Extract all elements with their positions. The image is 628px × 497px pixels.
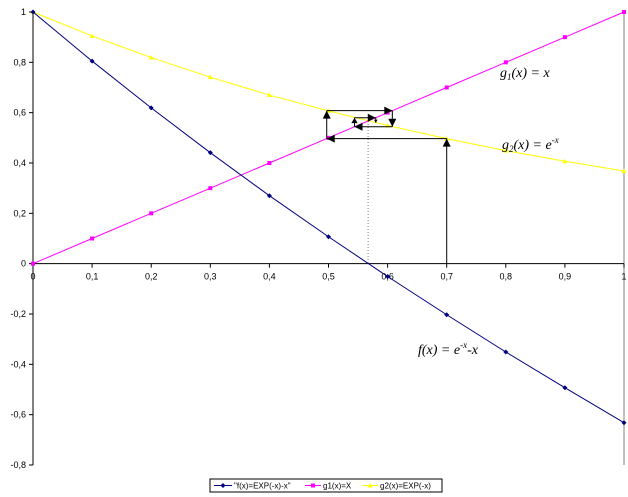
data-point bbox=[621, 420, 627, 426]
data-point bbox=[30, 9, 36, 15]
data-point bbox=[622, 10, 626, 14]
annotation-f: f(x) = e-x-x bbox=[418, 340, 479, 358]
data-point bbox=[562, 158, 568, 164]
step-arrowhead bbox=[367, 113, 376, 122]
y-tick-label: 0,6 bbox=[13, 108, 26, 118]
legend-label-g1: g1(x)=X bbox=[323, 482, 352, 491]
data-point bbox=[266, 193, 272, 199]
data-point bbox=[207, 150, 213, 156]
step-arrowhead bbox=[384, 106, 393, 115]
step-arrowhead bbox=[322, 110, 331, 119]
data-point bbox=[621, 168, 627, 174]
iteration-step bbox=[354, 113, 376, 122]
x-tick-label: 0,8 bbox=[500, 272, 513, 282]
iteration-step bbox=[322, 110, 331, 139]
data-point bbox=[89, 58, 95, 64]
annotation-g2: g2(x) = e-x bbox=[502, 135, 559, 154]
x-tick-label: 0,2 bbox=[145, 272, 158, 282]
legend-item-g1: g1(x)=X bbox=[305, 482, 352, 491]
data-point bbox=[444, 312, 450, 318]
x-tick-label: 0,5 bbox=[322, 272, 335, 282]
data-point bbox=[562, 385, 568, 391]
y-tick-label: 1 bbox=[21, 7, 26, 17]
step-arrowhead bbox=[326, 134, 335, 143]
data-point bbox=[562, 35, 567, 40]
series-0 bbox=[30, 9, 627, 426]
y-tick-label: 0 bbox=[21, 259, 26, 269]
data-point bbox=[89, 33, 95, 38]
axes: 1 0,8 0,6 0,4 0,2 0 -0,2 -0,4 -0,6 -0,8 0 0,1 0,2 0,3… bbox=[10, 7, 626, 470]
legend-label-g2: g2(x)=EXP(-x) bbox=[380, 482, 431, 491]
iteration-step bbox=[326, 134, 447, 143]
data-point bbox=[385, 274, 391, 280]
iteration-step bbox=[354, 122, 393, 131]
legend-item-g2: g2(x)=EXP(-x) bbox=[362, 482, 431, 491]
step-arrowhead bbox=[388, 118, 397, 127]
iteration-step bbox=[326, 106, 393, 115]
legend-box bbox=[209, 478, 443, 493]
iteration-step bbox=[374, 117, 378, 123]
legend-item-f: "f(x)=EXP(-x)-x" bbox=[214, 482, 291, 491]
y-tick-label: -0,2 bbox=[10, 309, 26, 319]
data-point bbox=[31, 261, 35, 266]
y-tick-label: 0,4 bbox=[13, 158, 26, 168]
legend-marker-g1 bbox=[311, 483, 315, 488]
data-point bbox=[208, 186, 213, 191]
y-tick-label: -0,4 bbox=[10, 359, 26, 369]
y-tick-label: 0,2 bbox=[13, 208, 26, 218]
data-point bbox=[207, 74, 213, 80]
data-point bbox=[326, 234, 331, 240]
data-point bbox=[503, 349, 509, 355]
iteration-path bbox=[322, 106, 451, 264]
y-tick-label: -0,6 bbox=[10, 410, 26, 420]
data-point bbox=[267, 161, 272, 165]
x-tick-label: 0,9 bbox=[559, 272, 572, 282]
iteration-step bbox=[388, 110, 397, 127]
step-arrowhead bbox=[374, 119, 378, 123]
data-point bbox=[503, 148, 509, 153]
y-tick-label: 0,8 bbox=[13, 57, 26, 67]
iteration-step bbox=[351, 117, 358, 127]
step-arrowhead bbox=[351, 117, 358, 124]
y-tick-label: -0,8 bbox=[10, 460, 26, 470]
data-point bbox=[90, 236, 95, 241]
legend: "f(x)=EXP(-x)-x" g1(x)=X g2(x)=EXP(-x) bbox=[209, 478, 443, 493]
data-point bbox=[266, 92, 272, 98]
legend-marker-f bbox=[220, 483, 226, 488]
x-tick-label: 0,7 bbox=[440, 272, 453, 282]
legend-label-f: "f(x)=EXP(-x)-x" bbox=[234, 482, 291, 491]
data-point bbox=[444, 85, 449, 90]
x-tick-label: 0,3 bbox=[204, 272, 217, 282]
step-arrowhead bbox=[354, 122, 363, 131]
data-point bbox=[148, 55, 154, 60]
data-point bbox=[149, 211, 154, 216]
iteration-step bbox=[442, 138, 451, 264]
data-point bbox=[148, 105, 154, 111]
x-tick-label: 1 bbox=[621, 272, 626, 282]
x-tick-label: 0 bbox=[30, 272, 35, 282]
data-point bbox=[503, 60, 508, 65]
x-tick-label: 0,1 bbox=[86, 272, 99, 282]
legend-marker-g2 bbox=[367, 483, 373, 488]
annotation-g1: g1(x) = x bbox=[500, 66, 550, 82]
x-tick-label: 0,4 bbox=[263, 272, 276, 282]
step-arrowhead bbox=[442, 138, 451, 147]
